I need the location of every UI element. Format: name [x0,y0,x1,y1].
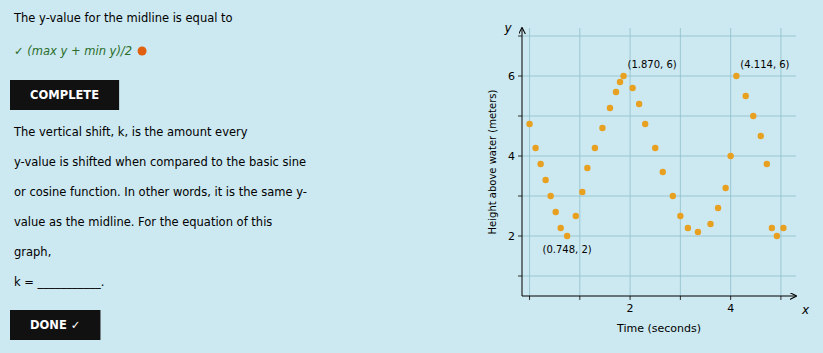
point [579,189,585,195]
formula-icon [138,47,147,56]
point [532,145,538,151]
body-text: or cosine function. In other words, it i… [14,185,307,199]
point [685,225,691,231]
point [547,193,553,199]
badge: COMPLETE [10,80,119,110]
point [537,161,543,167]
tick-x [630,296,631,300]
point [584,165,590,171]
point [780,225,786,231]
tick-y [518,236,522,237]
tick-y [518,196,522,197]
body-text: graph, [14,245,51,259]
point [660,169,666,175]
tick-label-x: 4 [727,302,734,315]
grid-line-y [522,36,796,37]
annotation: (1.870, 6) [628,59,677,70]
point [733,73,739,79]
tick-x [680,296,681,300]
tick-y [518,76,522,77]
badge-label: COMPLETE [30,88,99,102]
axis-end-label: x [801,303,810,317]
point [564,233,570,239]
x-axis-label: Time (seconds) [616,322,701,335]
grid-line-y [522,76,796,77]
formula: ✓ (max y + min y)/2 [14,44,132,58]
grid-line-x [529,28,530,296]
point [636,101,642,107]
y-axis-line [522,28,523,296]
y-axis-label: Height above water (meters) [487,89,498,234]
body-text: y-value is shifted when compared to the … [14,155,306,169]
tick-y [518,156,522,157]
badge: DONE ✓ [10,310,100,340]
point [629,85,635,91]
point [617,79,623,85]
annotation: (0.748, 2) [543,244,592,255]
tick-label-y: 6 [508,70,515,83]
badge-box [10,310,100,340]
body-text: The vertical shift, k, is the amount eve… [13,125,248,139]
axis-end-label: y [503,21,512,35]
point [715,205,721,211]
point [542,177,548,183]
tick-label-y: 2 [508,230,515,243]
point [558,225,564,231]
tick-x [579,296,580,300]
point [758,133,764,139]
tick-label-y: 4 [508,150,515,163]
point [526,121,532,127]
point [607,105,613,111]
point [743,93,749,99]
grid-line-x [680,28,681,296]
point [652,145,658,151]
point [670,193,676,199]
badge-label: DONE ✓ [30,318,80,332]
body-text: value as the midline. For the equation o… [14,215,272,229]
grid-line-y [522,196,796,197]
tick-x [529,296,530,300]
point [750,113,756,119]
grid-line-x [730,28,731,296]
tick-y [518,36,522,37]
tick-x [780,296,781,300]
point [620,73,626,79]
title: The y-value for the midline is equal to [13,11,233,25]
grid-line-y [522,156,796,157]
point [677,213,683,219]
grid-line-y [522,276,796,277]
tick-y [518,276,522,277]
point [707,221,713,227]
plot-area [522,28,796,296]
badge-box [10,80,119,110]
point [722,185,728,191]
point [764,161,770,167]
point [727,153,733,159]
tick-label-x: 2 [627,302,634,315]
background [0,0,823,353]
point [599,125,605,131]
grid-line-x [579,28,580,296]
grid [522,28,796,296]
point [613,89,619,95]
point [592,145,598,151]
point [552,209,558,215]
point [573,213,579,219]
point [769,225,775,231]
body-text: k = ___________. [14,275,105,289]
point [774,233,780,239]
tick-x [730,296,731,300]
tick-y [518,116,522,117]
point [695,229,701,235]
grid-line-y [522,236,796,237]
annotation: (4.114, 6) [740,59,789,70]
point [642,121,648,127]
x-axis-line [522,296,796,297]
